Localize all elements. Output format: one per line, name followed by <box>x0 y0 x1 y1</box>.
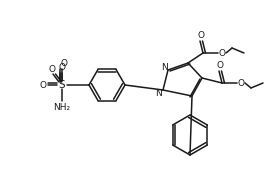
Text: O: O <box>217 61 224 70</box>
Text: N: N <box>162 63 168 72</box>
Text: O: O <box>59 64 66 72</box>
Text: O: O <box>49 66 56 74</box>
Text: O: O <box>237 79 244 87</box>
Text: S: S <box>59 80 65 90</box>
Text: O: O <box>40 81 47 89</box>
Text: O: O <box>198 31 205 40</box>
Text: O: O <box>218 48 225 57</box>
Text: NH₂: NH₂ <box>53 102 70 111</box>
Text: O: O <box>60 59 67 68</box>
Text: N: N <box>155 89 161 98</box>
